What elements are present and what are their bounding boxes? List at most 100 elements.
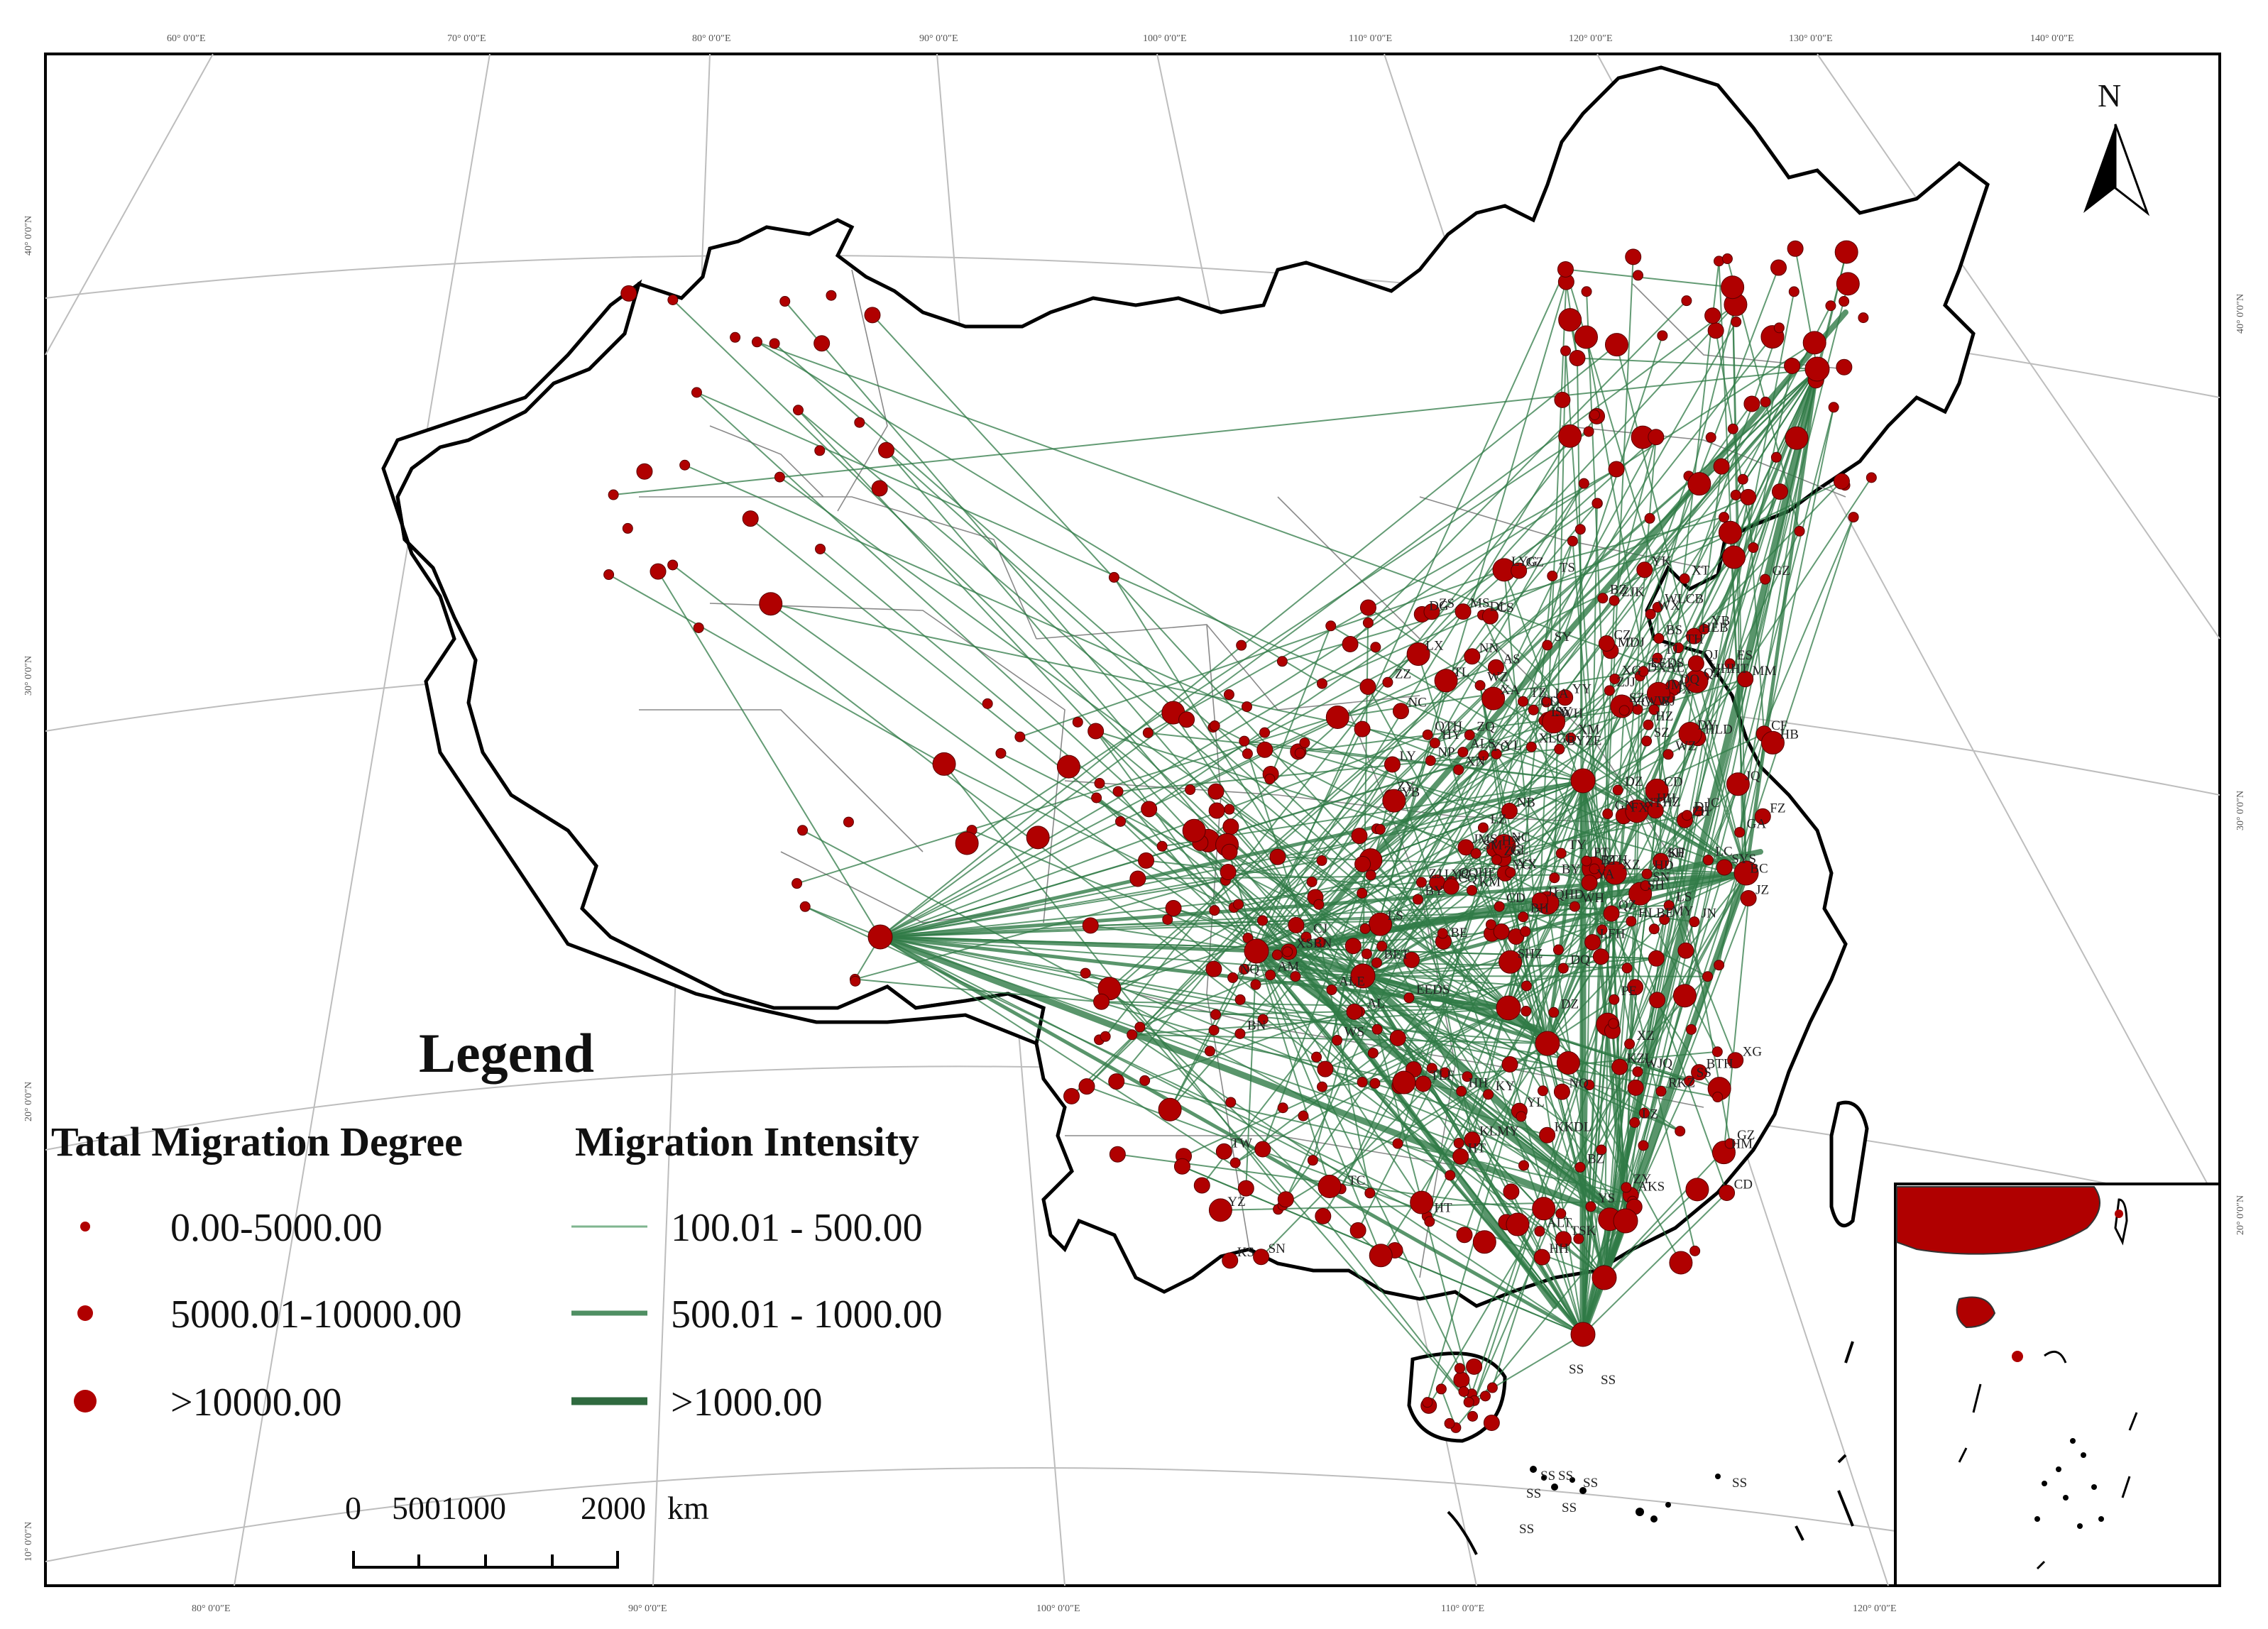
city-node bbox=[603, 569, 615, 581]
migration-flow-line bbox=[1547, 918, 1665, 1044]
city-label: SS bbox=[1697, 1065, 1711, 1080]
city-node bbox=[1100, 1031, 1111, 1042]
city-node bbox=[1557, 689, 1574, 706]
city-node bbox=[1611, 1058, 1628, 1075]
city-node bbox=[1539, 1126, 1556, 1143]
migration-flow-line bbox=[1297, 709, 1626, 752]
city-node bbox=[1625, 248, 1642, 265]
migration-flow-line bbox=[1256, 950, 1423, 1204]
city-node bbox=[1078, 1078, 1095, 1095]
migration-flow-line bbox=[1362, 436, 1657, 977]
scale-label: 2000 bbox=[581, 1490, 646, 1526]
city-label: ALE bbox=[1339, 974, 1365, 989]
city-node bbox=[1362, 617, 1374, 628]
city-label: DZ bbox=[1561, 997, 1579, 1011]
city-node bbox=[1367, 1048, 1379, 1059]
migration-flow-line bbox=[1253, 870, 1750, 955]
migration-flow-line bbox=[1207, 840, 1569, 1064]
legend-degree-large-swatch bbox=[74, 1390, 97, 1413]
lon-label-top: 100° 0′0″E bbox=[1143, 33, 1187, 44]
city-node bbox=[1689, 916, 1700, 928]
migration-flow-line bbox=[1361, 871, 1748, 978]
city-node bbox=[751, 336, 762, 348]
city-label: YZ bbox=[1227, 1195, 1245, 1210]
city-label: XN bbox=[1466, 754, 1486, 769]
city-node bbox=[1722, 545, 1746, 569]
city-node bbox=[1702, 971, 1714, 982]
city-node bbox=[1493, 923, 1510, 940]
city-node bbox=[1300, 931, 1312, 943]
city-node bbox=[1618, 705, 1630, 716]
city-node bbox=[1464, 730, 1475, 741]
migration-flow-line bbox=[1337, 716, 1747, 874]
city-node bbox=[1223, 689, 1234, 701]
migration-flow-line bbox=[1490, 923, 1548, 1044]
city-node bbox=[1063, 1087, 1080, 1104]
city-node bbox=[1585, 1201, 1596, 1212]
city-node bbox=[1557, 962, 1569, 974]
city-node bbox=[1424, 1216, 1435, 1227]
migration-flow-line bbox=[880, 913, 1613, 938]
city-node bbox=[1357, 887, 1368, 899]
migration-flow-line bbox=[1019, 569, 1506, 738]
city-node bbox=[1357, 1077, 1368, 1088]
city-label: CD bbox=[1540, 694, 1559, 709]
migration-flow-line bbox=[657, 571, 881, 938]
city-node bbox=[1682, 810, 1693, 821]
city-node bbox=[1787, 240, 1804, 257]
city-node bbox=[1583, 426, 1594, 437]
migration-flow-line bbox=[1362, 606, 1369, 977]
legend-degree-medium-swatch bbox=[77, 1305, 93, 1321]
city-node bbox=[1645, 779, 1669, 803]
city-node bbox=[1239, 735, 1250, 747]
city-label: CZ bbox=[1614, 627, 1631, 642]
city-node bbox=[1531, 892, 1548, 909]
city-node bbox=[1491, 748, 1502, 759]
city-label: NT bbox=[1644, 796, 1662, 811]
migration-flow-line bbox=[1095, 796, 1215, 911]
city-node bbox=[1603, 861, 1627, 885]
city-node bbox=[636, 463, 653, 480]
city-label: PE bbox=[1621, 984, 1637, 999]
city-node bbox=[1173, 1158, 1190, 1175]
migration-flow-line bbox=[1115, 1080, 1632, 1196]
migration-flow-line bbox=[1148, 503, 1599, 810]
city-node bbox=[1716, 859, 1733, 876]
city-label: HLBE bbox=[1638, 906, 1674, 921]
city-node bbox=[813, 335, 831, 352]
city-node bbox=[1254, 1141, 1271, 1158]
migration-flow-line bbox=[696, 391, 1584, 781]
migration-flow-line bbox=[1115, 503, 1599, 1082]
city-node bbox=[877, 441, 894, 459]
city-node bbox=[1569, 349, 1586, 366]
migration-flow-line bbox=[1581, 779, 1628, 1223]
city-node bbox=[1165, 900, 1182, 917]
city-label: GN bbox=[1615, 799, 1635, 813]
city-label: JM bbox=[1665, 678, 1682, 693]
city-label: LX bbox=[1425, 639, 1444, 654]
city-node bbox=[1445, 1170, 1456, 1181]
city-node bbox=[1185, 784, 1196, 795]
lon-label-bottom: 90° 0′0″E bbox=[628, 1603, 667, 1614]
city-label: LZ bbox=[1642, 1107, 1658, 1121]
city-node bbox=[1317, 1060, 1334, 1077]
city-node bbox=[1371, 1024, 1383, 1035]
migration-flow-line bbox=[769, 603, 1257, 952]
city-node bbox=[1693, 806, 1704, 817]
city-label: JMS bbox=[1473, 832, 1498, 847]
city-node bbox=[797, 825, 809, 836]
city-node bbox=[1108, 1073, 1125, 1090]
city-node bbox=[1207, 783, 1225, 800]
city-node bbox=[1721, 253, 1733, 265]
city-node bbox=[1733, 860, 1759, 886]
city-node bbox=[1236, 640, 1247, 651]
city-label: CQ bbox=[1458, 871, 1477, 886]
city-node bbox=[1511, 562, 1528, 579]
city-label: DQ bbox=[1570, 953, 1590, 967]
city-node bbox=[1158, 1097, 1182, 1121]
city-node bbox=[1382, 676, 1393, 688]
city-node bbox=[1225, 1097, 1237, 1108]
city-node bbox=[1242, 748, 1253, 759]
city-node bbox=[1788, 286, 1799, 297]
migration-flow-line bbox=[1362, 975, 1709, 977]
